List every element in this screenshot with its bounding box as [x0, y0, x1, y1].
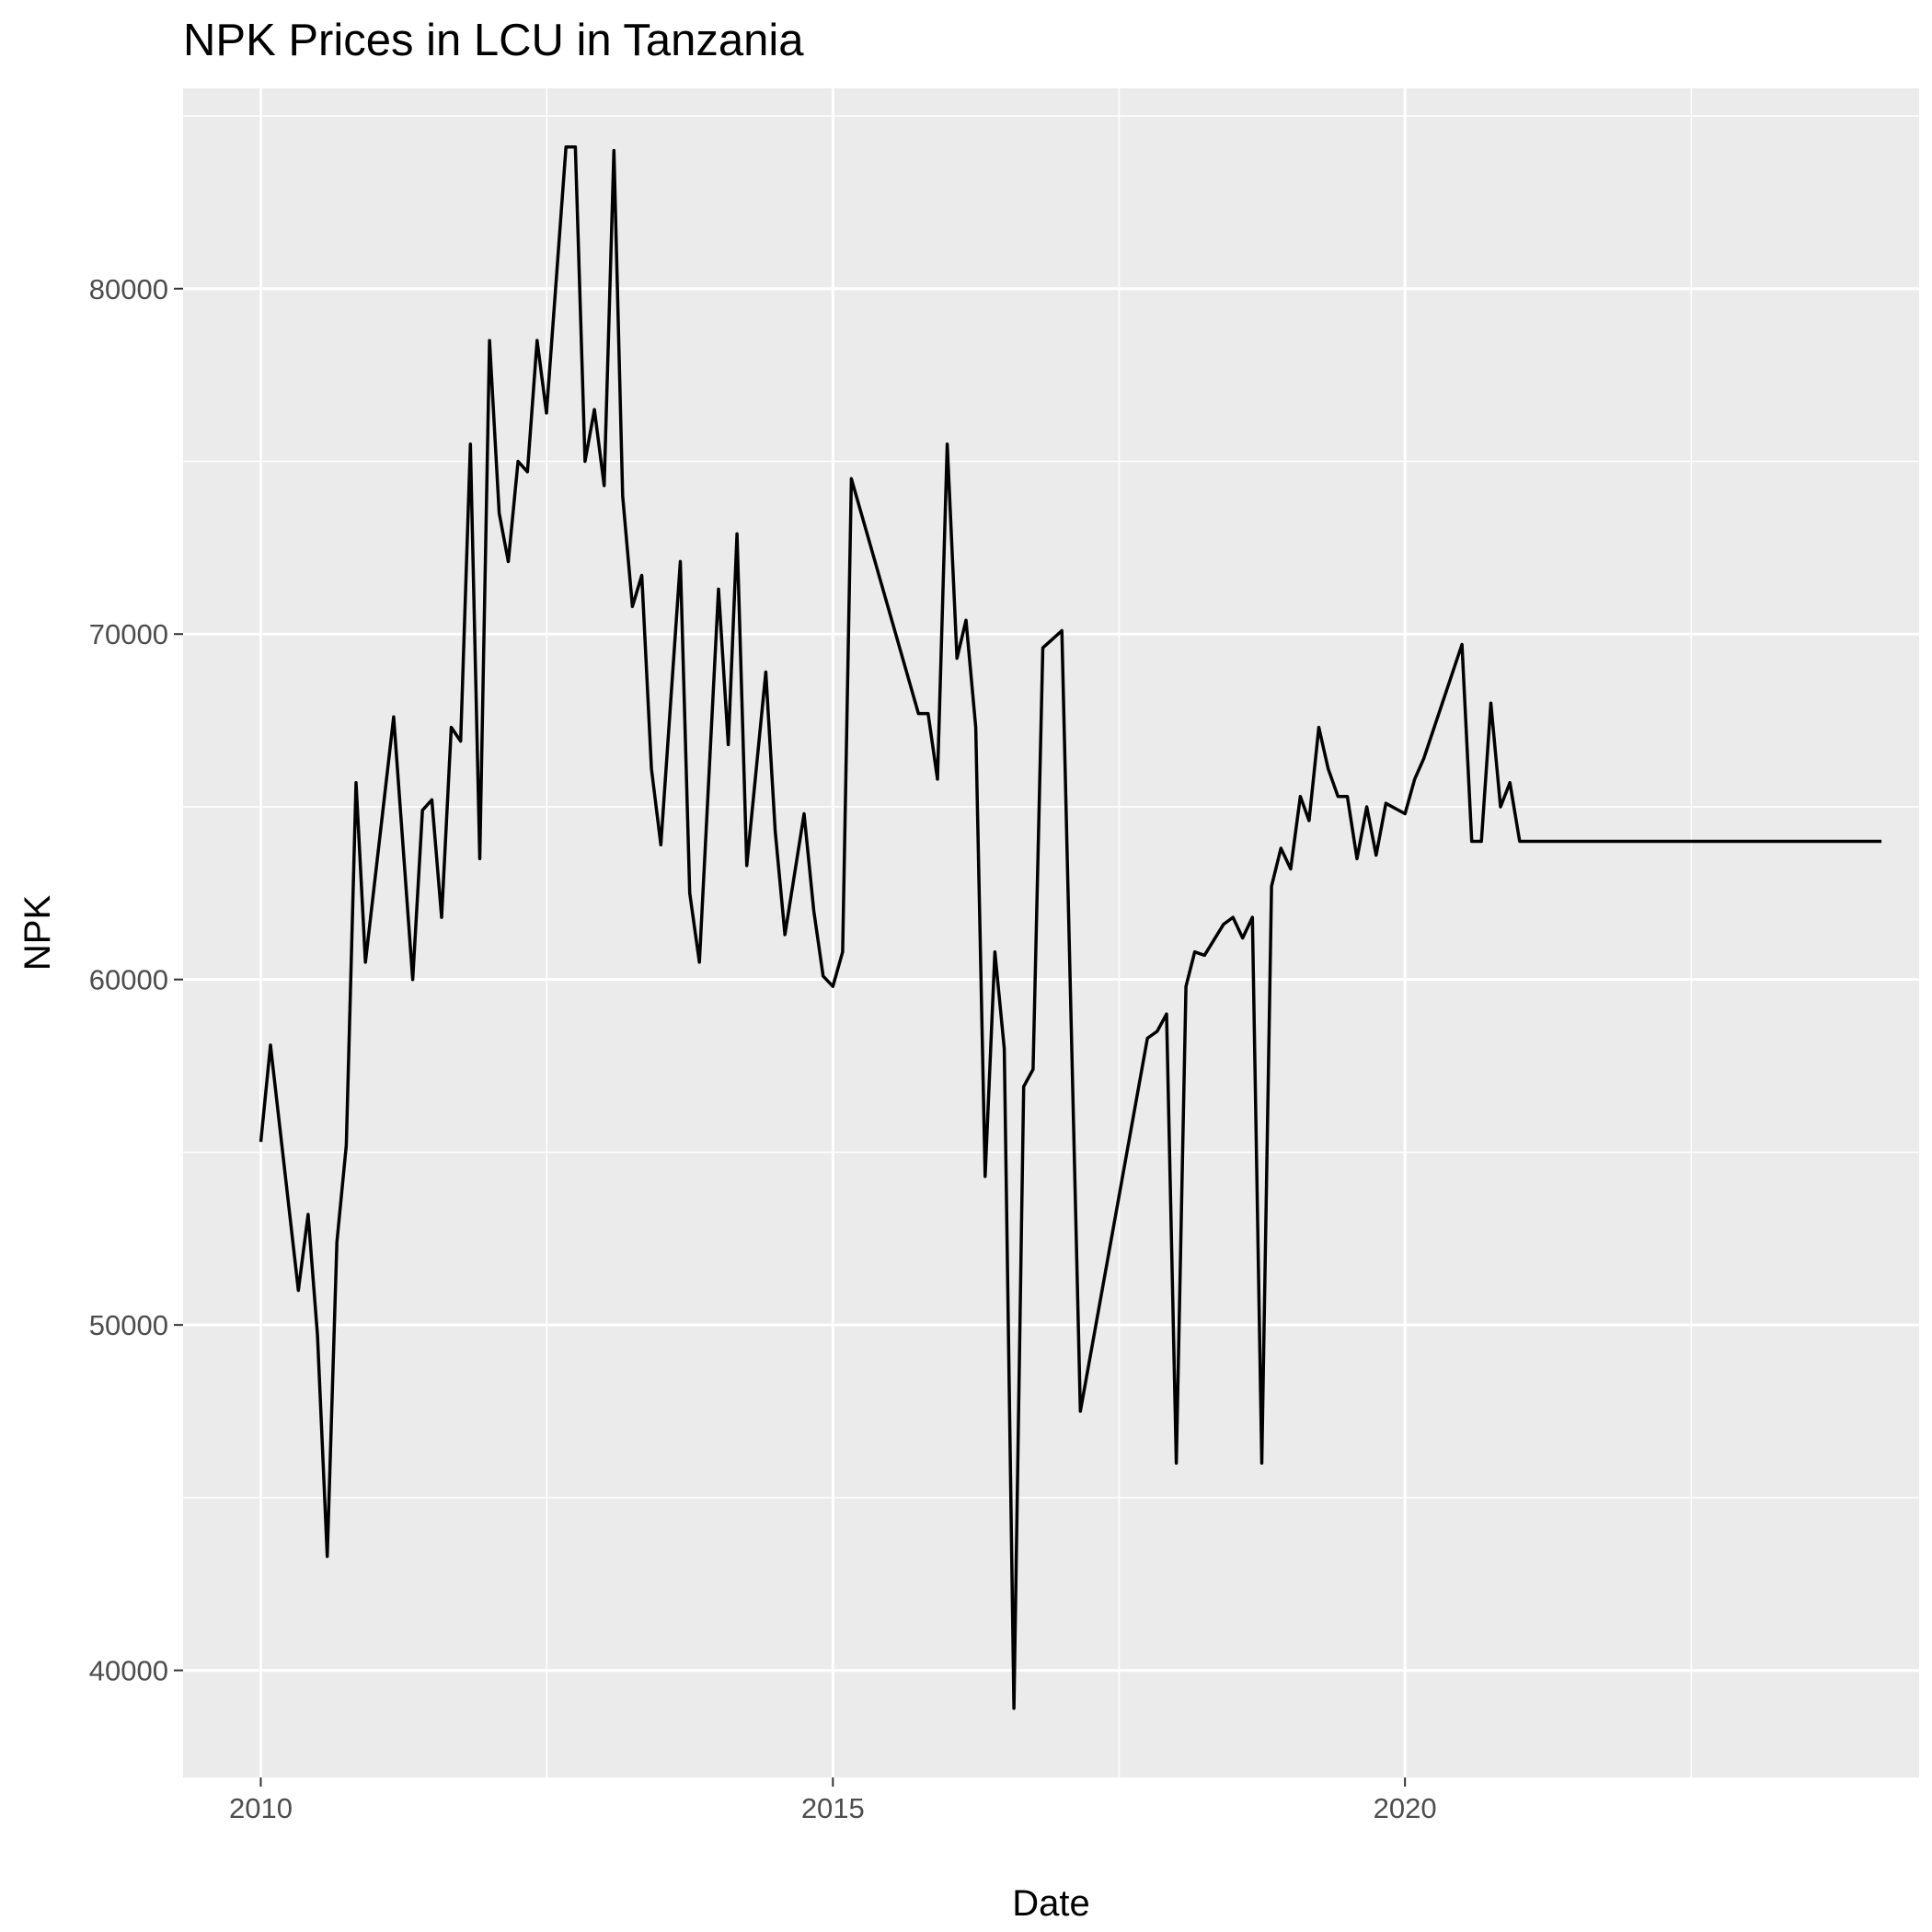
y-tick-label: 60000 [89, 964, 168, 996]
y-tick-label: 50000 [89, 1309, 168, 1341]
series-line [259, 145, 1882, 1710]
x-tick-label: 2020 [1374, 1792, 1437, 1824]
y-tick-label: 70000 [89, 618, 168, 650]
x-axis: 2010 2015 2020 [229, 1777, 1437, 1824]
major-grid [183, 88, 1919, 1777]
x-tick-label: 2015 [801, 1792, 865, 1824]
y-tick-label: 80000 [89, 273, 168, 305]
x-axis-title: Date [1012, 1883, 1090, 1924]
y-axis-title: NPK [17, 895, 58, 972]
chart-title: NPK Prices in LCU in Tanzania [183, 16, 804, 65]
x-tick-label: 2010 [229, 1792, 293, 1824]
y-axis: 40000 50000 60000 70000 80000 [89, 273, 183, 1687]
plot-panel [183, 88, 1919, 1777]
y-tick-label: 40000 [89, 1655, 168, 1687]
minor-grid [183, 88, 1919, 1777]
